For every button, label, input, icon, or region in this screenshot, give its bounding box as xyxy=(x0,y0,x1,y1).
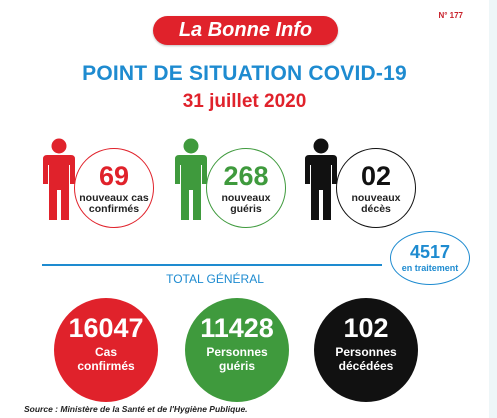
new-deaths-label-2: décès xyxy=(361,203,391,215)
in-treatment-label: en traitement xyxy=(401,263,459,273)
report-date: 31 juillet 2020 xyxy=(182,91,307,112)
total-recovered-circle: 11428 Personnes guéris xyxy=(185,298,289,402)
total-deaths-value: 102 xyxy=(343,313,389,343)
total-confirmed-label-2: confirmés xyxy=(77,359,135,373)
page-title: POINT DE SITUATION COVID-19 xyxy=(82,62,407,85)
new-recovered-label-2: guéris xyxy=(230,203,262,215)
new-deaths-label: nouveaux xyxy=(351,192,401,204)
page-edge xyxy=(489,0,497,418)
new-recovered-value: 268 xyxy=(223,161,269,191)
totals-heading: TOTAL GÉNÉRAL xyxy=(166,272,264,286)
person-icon xyxy=(43,138,75,220)
source-note: Source : Ministère de la Santé et de l'H… xyxy=(24,404,248,414)
new-cases-label-2: confirmés xyxy=(88,203,140,215)
person-icon xyxy=(305,138,337,220)
new-recovered-ring: 268 nouveaux guéris xyxy=(206,148,286,228)
in-treatment-badge: 4517 en traitement xyxy=(390,231,470,285)
total-recovered-label: Personnes xyxy=(206,345,268,359)
in-treatment-value: 4517 xyxy=(409,242,451,262)
total-deaths-circle: 102 Personnes décédées xyxy=(314,298,418,402)
divider-line xyxy=(42,264,382,266)
total-deaths-label: Personnes xyxy=(335,345,397,359)
new-cases-ring: 69 nouveaux cas confirmés xyxy=(74,148,154,228)
total-confirmed-circle: 16047 Cas confirmés xyxy=(54,298,158,402)
total-recovered-label-2: guéris xyxy=(218,359,255,373)
brand-logo: La Bonne Info xyxy=(153,16,338,45)
new-cases-label: nouveaux cas xyxy=(79,192,149,204)
new-deaths-ring: 02 nouveaux décès xyxy=(336,148,416,228)
total-recovered-value: 11428 xyxy=(200,313,274,343)
total-deaths-label-2: décédées xyxy=(338,359,394,373)
new-deaths-value: 02 xyxy=(360,161,392,191)
total-confirmed-value: 16047 xyxy=(68,313,144,343)
total-confirmed-label: Cas xyxy=(94,345,117,359)
new-cases-value: 69 xyxy=(98,161,130,191)
issue-number: N° 177 xyxy=(438,11,463,20)
person-icon xyxy=(175,138,207,220)
new-recovered-label: nouveaux xyxy=(221,192,271,204)
